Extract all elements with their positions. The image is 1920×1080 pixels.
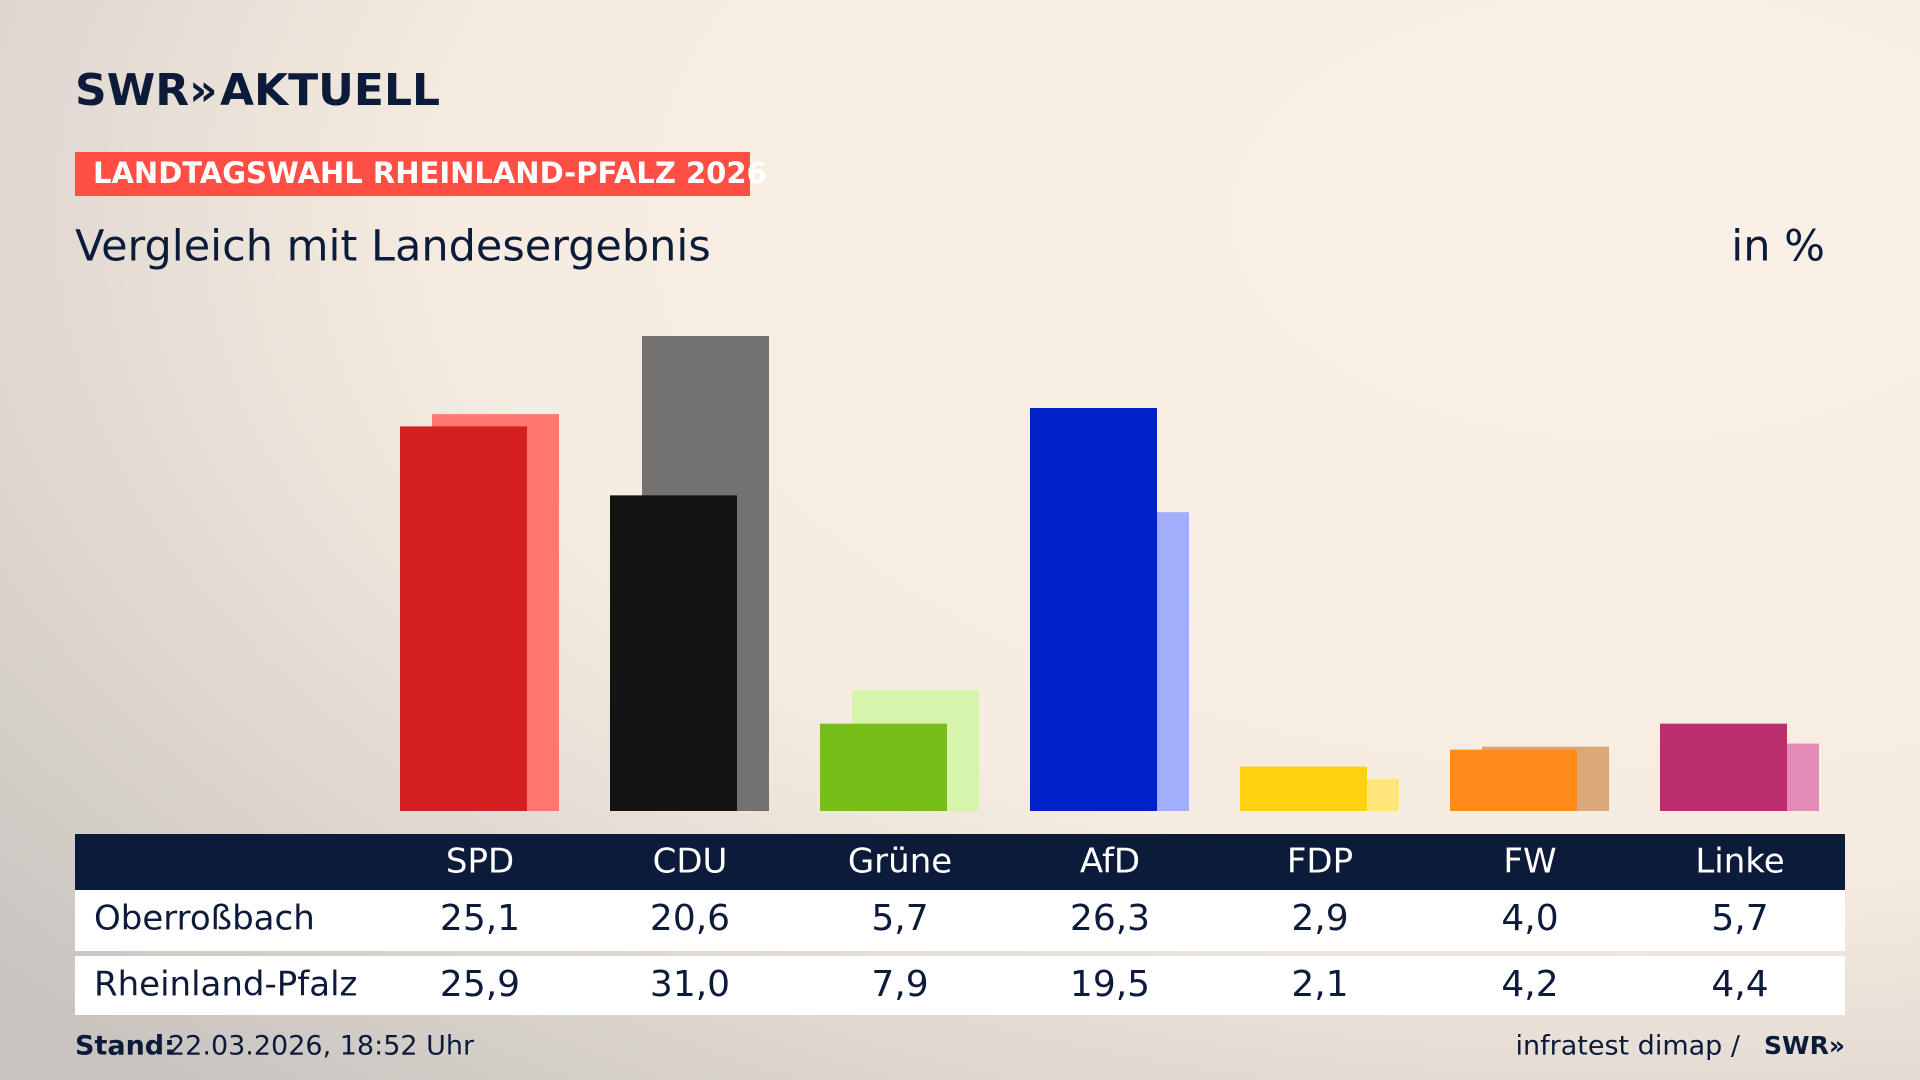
value-label: 4,2: [1501, 964, 1558, 1005]
brand-section: AKTUELL: [220, 65, 440, 116]
bar: [1660, 723, 1787, 811]
footer-date: 22.03.2026, 18:52 Uhr: [168, 1031, 475, 1062]
value-label: 2,9: [1291, 898, 1348, 939]
value-label: 31,0: [650, 964, 730, 1005]
footer-label: Stand:: [75, 1031, 175, 1062]
bar: [1450, 749, 1577, 811]
tag: LANDTAGSWAHL RHEINLAND-PFALZ 2026: [93, 156, 767, 190]
value-label: 7,9: [871, 964, 928, 1005]
value-label: 25,1: [440, 898, 520, 939]
table-row: [75, 956, 1845, 1015]
unit: in %: [1731, 222, 1825, 272]
value-label: 26,3: [1070, 898, 1150, 939]
tag-box: [75, 152, 750, 196]
value-label: 4,0: [1501, 898, 1558, 939]
brand: SWR»: [75, 65, 218, 116]
category-label: SPD: [446, 842, 514, 882]
bar: [820, 723, 947, 811]
row-label: Oberroßbach: [94, 899, 315, 939]
value-label: 25,9: [440, 964, 520, 1005]
source: infratest dimap /: [1515, 1031, 1740, 1062]
source-brand: SWR»: [1764, 1031, 1845, 1060]
bar: [400, 426, 527, 811]
value-label: 4,4: [1711, 964, 1768, 1005]
chart-title: Vergleich mit Landesergebnis: [75, 222, 711, 272]
category-label: CDU: [653, 842, 728, 882]
value-label: 2,1: [1291, 964, 1348, 1005]
category-label: Linke: [1695, 842, 1784, 882]
value-label: 19,5: [1070, 964, 1150, 1005]
value-label: 20,6: [650, 898, 730, 939]
category-label: AfD: [1080, 842, 1140, 882]
row-label: Rheinland-Pfalz: [94, 965, 357, 1005]
value-label: 5,7: [1711, 898, 1768, 939]
bar: [1030, 408, 1157, 811]
category-label: FW: [1503, 842, 1556, 882]
bar: [1240, 766, 1367, 811]
category-label: Grüne: [848, 842, 952, 882]
table-row: [75, 890, 1845, 951]
table-header: [75, 834, 1845, 890]
category-label: FDP: [1287, 842, 1353, 882]
value-label: 5,7: [871, 898, 928, 939]
bar: [610, 495, 737, 811]
